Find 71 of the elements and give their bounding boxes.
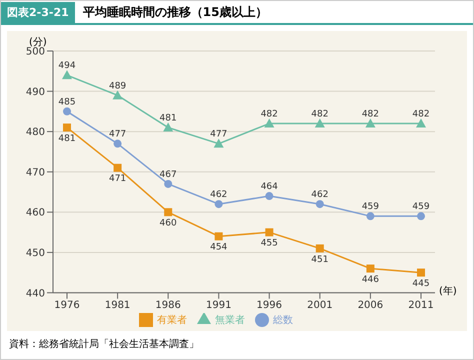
point [365,118,376,128]
x-tick-label: 1991 [206,300,232,311]
data-label: 462 [311,190,328,200]
data-label: 451 [311,254,328,265]
x-tick-label: 1996 [256,300,282,311]
x-tick-label: 1986 [155,300,181,311]
data-label: 477 [210,130,228,140]
data-label: 481 [58,134,76,144]
data-label: 454 [210,242,228,253]
data-label: 494 [58,61,76,72]
data-label: 477 [108,130,126,140]
point [164,180,172,188]
x-tick-label: 2006 [358,300,384,311]
data-label: 455 [260,238,278,249]
chart-title: 平均睡眠時間の推移（15歳以上） [82,4,268,20]
x-tick-label: 1981 [104,300,130,311]
point [366,264,374,273]
data-label: 485 [58,97,76,108]
point [265,228,274,236]
data-label: 462 [210,190,228,200]
data-label: 482 [260,110,278,120]
data-label: 460 [160,218,177,229]
data-label: 459 [362,202,380,212]
data-label: 482 [311,110,328,120]
data-label: 471 [108,174,126,184]
data-label: 446 [362,274,380,285]
legend-label: 無業者 [215,314,245,326]
y-tick-label: 500 [26,46,45,58]
point [112,90,123,100]
data-label: 482 [362,110,380,120]
point [63,107,71,116]
x-axis-title: (年) [439,285,457,298]
point [316,200,324,208]
point [366,212,374,220]
legend-label: 有業者 [157,314,187,326]
point [214,138,224,148]
point [62,70,72,80]
point [63,124,71,132]
point [265,192,274,200]
data-label: 445 [412,278,430,289]
legend-label: 総数 [273,314,293,326]
y-tick-label: 490 [26,86,45,98]
data-label: 482 [412,110,430,120]
point [114,164,122,172]
text: 資料：総務省統計局「社会生活基本調査」 [9,338,200,351]
data-label: 481 [160,114,177,124]
y-tick-label: 470 [26,167,45,178]
point [416,118,426,128]
x-tick-label: 1976 [54,300,80,311]
point [164,208,172,216]
point [214,232,223,240]
data-label: 459 [412,202,430,212]
point [417,212,425,220]
point [417,268,425,277]
y-tick-label: 440 [26,288,45,300]
x-tick-label: 2001 [307,300,333,311]
point [163,122,174,132]
y-tick-label: 450 [26,248,45,259]
text: 図表2-3-21 [1,2,75,22]
data-label: 464 [260,182,278,192]
point [114,140,122,148]
point [316,244,324,252]
data-label: 489 [108,81,126,92]
point [264,118,274,128]
y-tick-label: 460 [26,208,45,219]
y-axis-title: (分) [29,36,47,48]
point [214,200,223,208]
point [314,118,325,128]
x-tick-label: 2011 [408,300,434,311]
y-tick-label: 480 [26,127,45,138]
data-label: 467 [160,170,177,180]
